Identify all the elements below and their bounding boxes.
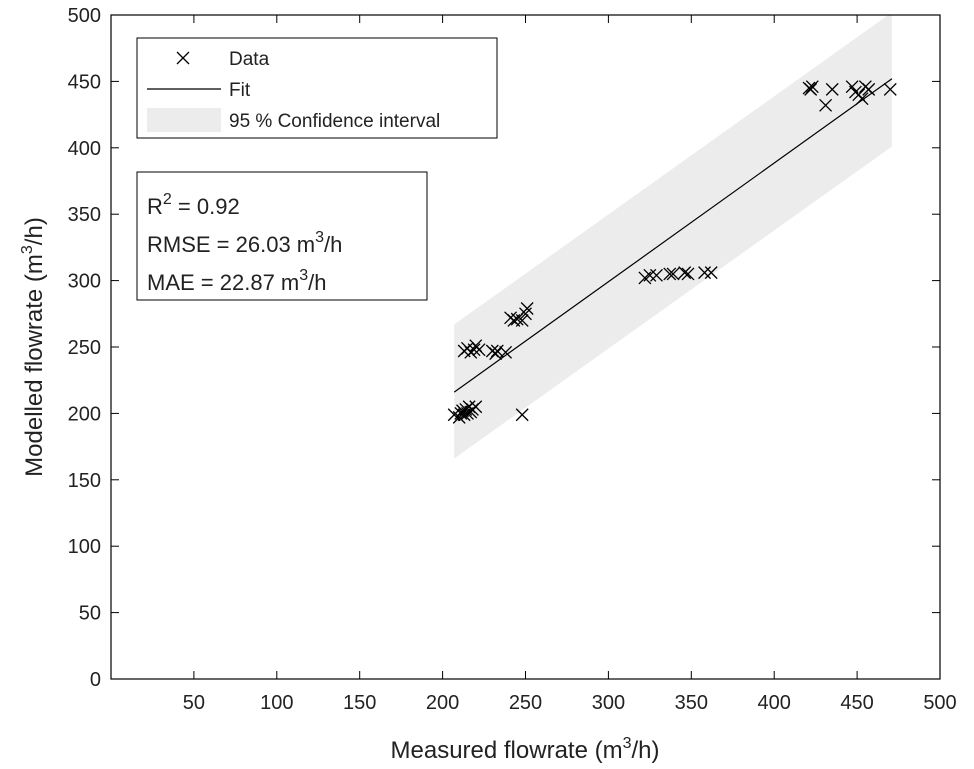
legend-label: 95 % Confidence interval	[229, 111, 440, 132]
y-label-text: /h)	[21, 217, 48, 245]
plot-area	[447, 15, 897, 459]
y-axis-label: Modelled flowrate (m3/h)	[19, 217, 48, 477]
ticks: 50 100 150 200 250 300 350 400 450 500 0 50 100 150 20…	[68, 5, 957, 714]
stat-text: R	[147, 194, 163, 219]
stat-sup: 2	[163, 191, 172, 208]
data-point	[704, 266, 718, 280]
x-label-sup: 3	[623, 735, 632, 752]
y-tick-label: 400	[68, 138, 101, 160]
data-point	[804, 82, 818, 96]
data-point	[467, 343, 481, 357]
data-point	[490, 344, 504, 358]
stat-line: R2 = 0.92	[147, 191, 240, 219]
y-tick-label: 300	[68, 271, 101, 293]
stat-text: /h	[308, 270, 326, 295]
data-point	[472, 343, 486, 357]
data-point	[499, 345, 513, 359]
x-tick-label: 350	[675, 692, 708, 714]
data-point	[698, 266, 712, 280]
data-point	[819, 98, 833, 112]
x-tick-label: 100	[260, 692, 293, 714]
x-tick-label: 200	[426, 692, 459, 714]
y-tick-label: 500	[68, 5, 101, 27]
y-tick-label: 350	[68, 204, 101, 226]
data-point	[643, 268, 657, 282]
data-point	[469, 400, 483, 414]
y-tick-label: 250	[68, 337, 101, 359]
legend-label: Data	[229, 49, 270, 70]
x-label-text: Measured flowrate (m	[391, 737, 623, 764]
y-label-text: Modelled flowrate (m	[21, 254, 48, 477]
data-point	[825, 82, 839, 96]
x-tick-label: 450	[840, 692, 873, 714]
x-tick-label: 500	[923, 692, 956, 714]
y-tick-label: 450	[68, 71, 101, 93]
legend-marker	[176, 51, 190, 65]
x-axis-label: Measured flowrate (m3/h)	[391, 735, 660, 764]
data-point	[650, 268, 663, 282]
stat-sup: 3	[315, 229, 324, 246]
y-tick-label: 150	[68, 470, 101, 492]
y-tick-label: 200	[68, 403, 101, 425]
legend-swatch	[147, 108, 221, 132]
data-point	[681, 267, 695, 281]
stat-line: RMSE = 26.03 m3/h	[147, 229, 342, 257]
data-point	[883, 82, 897, 96]
stat-text: MAE = 22.87 m	[147, 270, 299, 295]
y-label-sup: 3	[19, 245, 36, 254]
legend-box	[136, 37, 498, 139]
data-point	[457, 408, 471, 422]
x-tick-label: 50	[183, 692, 205, 714]
data-point	[805, 80, 819, 94]
x-tick-label: 250	[509, 692, 542, 714]
fit-line	[453, 78, 893, 393]
data-point	[515, 313, 529, 327]
x-tick-label: 400	[758, 692, 791, 714]
data-point	[515, 408, 529, 422]
x-tick-label: 150	[343, 692, 376, 714]
data-point	[862, 82, 876, 96]
y-tick-label: 50	[79, 603, 101, 625]
legend-label: Fit	[229, 80, 251, 101]
stat-text: /h	[324, 232, 342, 257]
legend: Data Fit 95 % Confidence interval	[136, 37, 498, 139]
stat-text: = 0.92	[172, 194, 240, 219]
stat-line: MAE = 22.87 m3/h	[147, 267, 327, 295]
data-point	[663, 267, 677, 281]
data-point	[520, 302, 534, 315]
x-label-text: /h)	[631, 737, 659, 764]
data-point	[519, 307, 532, 321]
y-tick-label: 100	[68, 536, 101, 558]
stats-frame	[136, 171, 428, 301]
confidence-band	[454, 15, 892, 459]
x-tick-label: 300	[592, 692, 625, 714]
data-point	[666, 267, 680, 281]
data-point	[678, 266, 692, 280]
stat-text: RMSE = 26.03 m	[147, 232, 315, 257]
stat-sup: 3	[299, 267, 308, 284]
data-point	[510, 312, 524, 326]
data-point	[855, 92, 869, 106]
y-tick-label: 0	[90, 669, 101, 691]
